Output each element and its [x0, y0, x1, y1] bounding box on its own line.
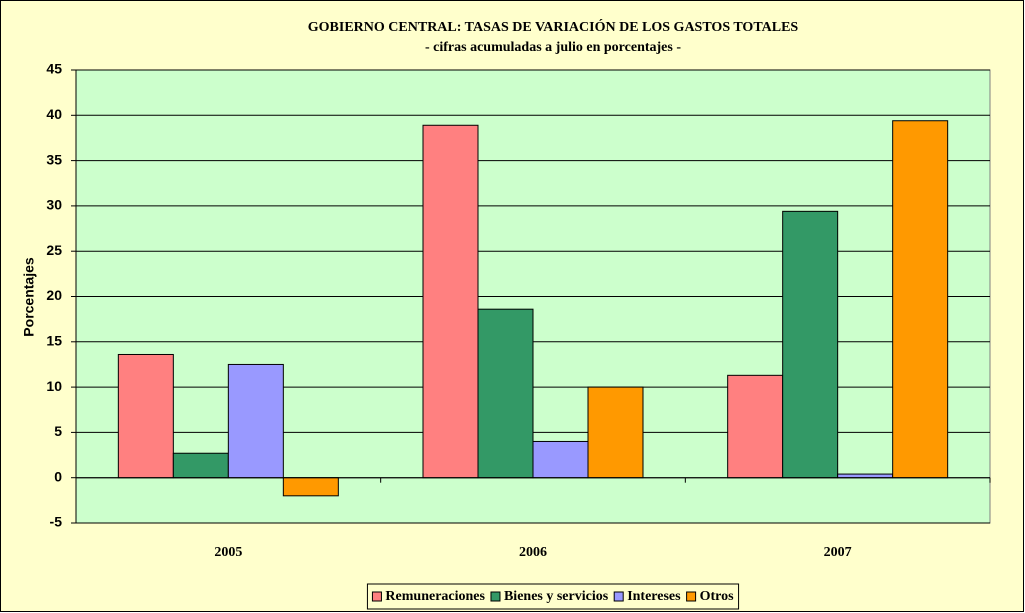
- y-tick-label: 35: [46, 151, 62, 167]
- bar: [892, 120, 949, 479]
- y-tick-label: -5: [50, 514, 63, 530]
- bar: [837, 473, 894, 479]
- y-tick-label: 5: [54, 423, 62, 439]
- bar: [727, 374, 784, 479]
- legend-swatch: [371, 591, 382, 602]
- y-tick-label: 0: [54, 468, 62, 484]
- y-tick-label: 40: [46, 106, 62, 122]
- bar: [587, 386, 644, 479]
- bar: [422, 124, 479, 479]
- bar: [117, 353, 174, 479]
- bar: [782, 210, 839, 479]
- bar: [227, 363, 284, 479]
- bar: [282, 477, 339, 497]
- legend-label: Remuneraciones: [385, 589, 485, 604]
- y-tick-label: 45: [46, 61, 62, 77]
- x-tick-label: 2006: [519, 545, 547, 560]
- y-tick-label: 20: [46, 287, 62, 303]
- legend-box: [366, 583, 740, 610]
- y-tick-label: 10: [46, 378, 62, 394]
- x-tick-label: 2007: [824, 545, 852, 560]
- chart-subtitle: - cifras acumuladas a julio en porcentaj…: [425, 40, 681, 55]
- y-tick-label: 25: [46, 242, 62, 258]
- legend-label: Otros: [700, 589, 735, 604]
- y-axis-label: Porcentajes: [21, 257, 37, 337]
- legend-swatch: [613, 591, 624, 602]
- chart-title: GOBIERNO CENTRAL: TASAS DE VARIACIÓN DE …: [308, 18, 799, 35]
- bar: [172, 452, 229, 479]
- y-tick-label: 15: [46, 333, 62, 349]
- legend-swatch: [490, 591, 501, 602]
- legend-label: Intereses: [627, 589, 681, 604]
- x-tick-label: 2005: [214, 545, 242, 560]
- bar: [477, 308, 534, 479]
- y-tick-label: 30: [46, 197, 62, 213]
- bar: [532, 440, 589, 479]
- legend-label: Bienes y servicios: [504, 589, 609, 604]
- legend-swatch: [686, 591, 697, 602]
